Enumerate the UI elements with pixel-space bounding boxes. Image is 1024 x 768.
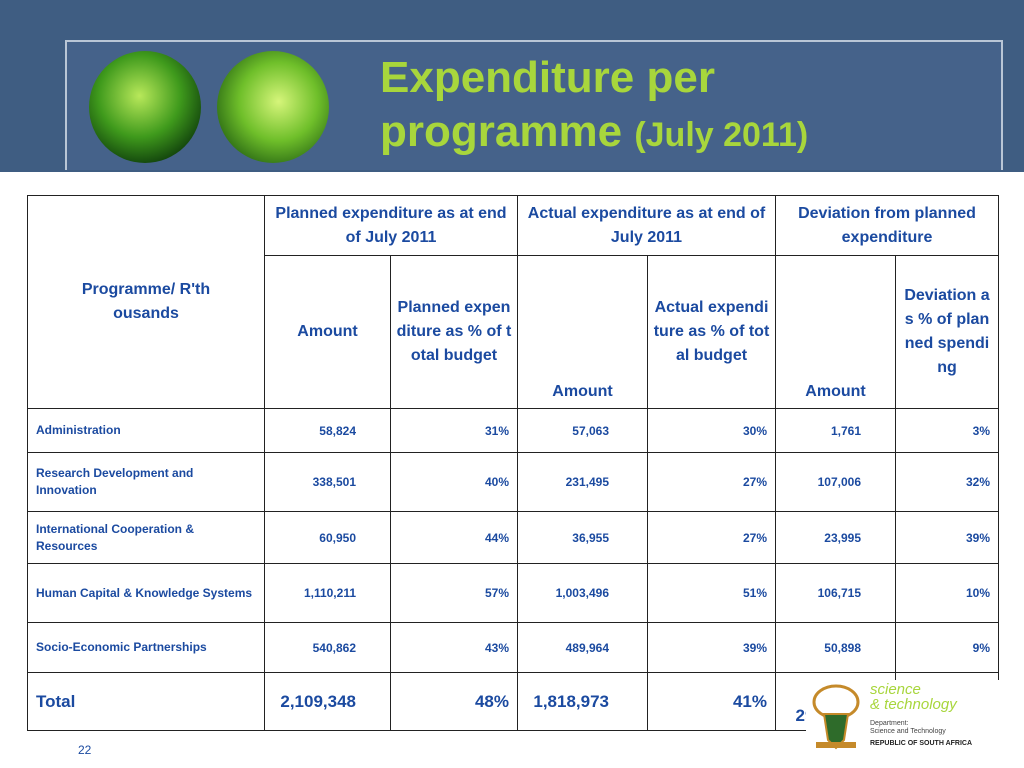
cell: 44% bbox=[390, 511, 518, 564]
subheader: Amount bbox=[264, 255, 391, 409]
group-header: Actual expenditure as at end of July 201… bbox=[517, 195, 776, 256]
cell: 10% bbox=[895, 563, 999, 623]
table: Programme/ R'thousands Planned expenditur… bbox=[27, 195, 999, 731]
cell: 1,003,496 bbox=[517, 563, 648, 623]
total-cell: 41% bbox=[647, 672, 776, 731]
cell: 106,715 bbox=[775, 563, 896, 623]
data-row: Research Development and Innovation 338,5… bbox=[27, 452, 999, 512]
cell: 60,950 bbox=[264, 511, 391, 564]
total-label: Total bbox=[27, 672, 265, 731]
subheader: Deviation as % of planned spending bbox=[895, 255, 999, 409]
cell: 231,495 bbox=[517, 452, 648, 512]
cell: 338,501 bbox=[264, 452, 391, 512]
brand: science & technology bbox=[870, 682, 957, 712]
data-row: International Cooperation & Resources 60,… bbox=[27, 511, 999, 564]
programme-name: International Cooperation & Resources bbox=[27, 511, 265, 564]
subheader: Amount bbox=[517, 255, 648, 409]
cell: 23,995 bbox=[775, 511, 896, 564]
total-cell: 1,818,973 bbox=[517, 672, 648, 731]
title: Expenditure per bbox=[380, 53, 715, 102]
header-row: Amount Planned expenditure as % of total … bbox=[28, 255, 999, 409]
cell: 1,761 bbox=[775, 408, 896, 453]
green-orb bbox=[217, 51, 329, 163]
data-row: Socio-Economic Partnerships 540,862 43% 489… bbox=[27, 622, 999, 673]
title-date: (July 2011) bbox=[634, 116, 809, 154]
cell: 57,063 bbox=[517, 408, 648, 453]
cell: 27% bbox=[647, 511, 776, 564]
cell: 51% bbox=[647, 563, 776, 623]
total-cell: 48% bbox=[390, 672, 518, 731]
group-header: Deviation from planned expenditure bbox=[775, 195, 999, 256]
green-orb bbox=[89, 51, 201, 163]
cell: 36,955 bbox=[517, 511, 648, 564]
cell: 58,824 bbox=[264, 408, 391, 453]
coat-of-arms bbox=[812, 684, 860, 750]
header-row: Programme/ R'thousands Planned expenditur… bbox=[27, 195, 999, 409]
cell: 39% bbox=[647, 622, 776, 673]
programme-name: Administration bbox=[27, 408, 265, 453]
department: Department: Science and Technology bbox=[870, 720, 946, 736]
header-cell: Programme/ R'thousands bbox=[27, 195, 265, 409]
country: REPUBLIC OF SOUTH AFRICA bbox=[870, 740, 973, 747]
department-name: Science and Technology bbox=[870, 728, 946, 735]
cell: 31% bbox=[390, 408, 518, 453]
cell: 39% bbox=[895, 511, 999, 564]
department-label: Department: bbox=[870, 720, 909, 727]
group-header: Planned expenditure as at end of July 20… bbox=[264, 195, 518, 256]
cell: 50,898 bbox=[775, 622, 896, 673]
cell: 9% bbox=[895, 622, 999, 673]
brand-line: & technology bbox=[870, 696, 957, 713]
data-row: Administration 58,824 31% 57,063 30% 1,761 3% bbox=[27, 408, 999, 453]
total-cell: 2,109,348 bbox=[264, 672, 391, 731]
cell: 489,964 bbox=[517, 622, 648, 673]
programme-name: Human Capital & Knowledge Systems bbox=[27, 563, 265, 623]
subheader: Amount bbox=[775, 255, 896, 409]
cell: 107,006 bbox=[775, 452, 896, 512]
programme-name: Socio-Economic Partnerships bbox=[27, 622, 265, 673]
cell: 30% bbox=[647, 408, 776, 453]
data-row: Human Capital & Knowledge Systems 1,110,2… bbox=[27, 563, 999, 623]
cell: 27% bbox=[647, 452, 776, 512]
cell: 3% bbox=[895, 408, 999, 453]
logo: science & technology Department: Science a… bbox=[806, 680, 1002, 752]
cell: 43% bbox=[390, 622, 518, 673]
cell: 1,110,211 bbox=[264, 563, 391, 623]
cell: 540,862 bbox=[264, 622, 391, 673]
brand-line: science bbox=[870, 681, 921, 698]
subheader: Actual expenditure as % of total budget bbox=[647, 255, 776, 409]
page-number: 22 bbox=[78, 743, 92, 757]
subheader: Planned expenditure as % of total budget bbox=[390, 255, 518, 409]
title: programme bbox=[380, 107, 623, 156]
title: programme (July 2011) bbox=[380, 106, 808, 161]
programme-name: Research Development and Innovation bbox=[27, 452, 265, 512]
cell: 40% bbox=[390, 452, 518, 512]
cell: 57% bbox=[390, 563, 518, 623]
cell: 32% bbox=[895, 452, 999, 512]
